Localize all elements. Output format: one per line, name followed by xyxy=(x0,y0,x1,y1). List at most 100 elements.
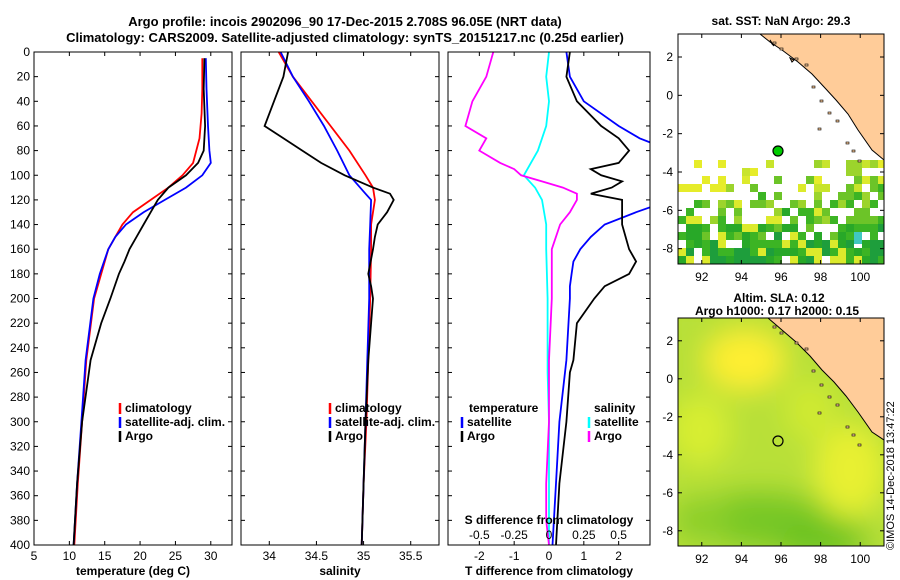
x-tick-label: -2 xyxy=(474,549,485,563)
s-axis-label: S difference from climatology xyxy=(465,513,634,527)
legend-label: Argo xyxy=(125,429,153,443)
legend-label: climatology xyxy=(125,401,192,415)
x-axis-label: temperature (deg C) xyxy=(76,564,190,578)
series-t-argo xyxy=(555,52,638,545)
map-x-tick-label: 100 xyxy=(850,552,870,566)
y-tick-label: 60 xyxy=(17,119,31,133)
sst-map-title: sat. SST: NaN Argo: 29.3 xyxy=(712,14,851,28)
y-tick-label: 40 xyxy=(17,94,31,108)
x-tick-label: 2 xyxy=(615,549,622,563)
map-y-tick-label: 0 xyxy=(666,88,673,102)
x-axis-label: salinity xyxy=(319,564,361,578)
title-line-1: Argo profile: incois 2902096_90 17-Dec-2… xyxy=(128,14,562,29)
plot-frame xyxy=(240,51,440,546)
islands-sla xyxy=(772,325,862,447)
y-tick-label: 140 xyxy=(10,218,30,232)
x-tick-label: 35 xyxy=(357,549,371,563)
y-tick-label: 160 xyxy=(10,242,30,256)
map-y-tick-label: -2 xyxy=(662,127,673,141)
x-tick-label: 1 xyxy=(580,549,587,563)
legend-label: satellite-adj. clim. xyxy=(335,415,435,429)
map-x-tick-label: 98 xyxy=(814,270,828,284)
x-tick-label: 10 xyxy=(63,549,77,563)
series-argo xyxy=(263,52,395,545)
y-tick-label: 200 xyxy=(10,292,30,306)
s-tick-label: -0.25 xyxy=(500,528,528,542)
y-tick-label: 80 xyxy=(17,144,31,158)
x-tick-label: 20 xyxy=(133,549,147,563)
title-line-2: Climatology: CARS2009. Satellite-adjuste… xyxy=(66,30,624,45)
legend-label: climatology xyxy=(335,401,402,415)
map-y-tick-label: -4 xyxy=(662,448,673,462)
x-tick-label: 30 xyxy=(204,549,218,563)
sst-map: sat. SST: NaN Argo: 29.3 92 94 96 98 100 2 0 -2… xyxy=(662,14,885,284)
credit-text: ©IMOS 14-Dec-2018 13:47:22 xyxy=(885,401,897,550)
legend-title-temperature: temperature xyxy=(469,401,539,415)
map-y-tick-label: -6 xyxy=(662,486,673,500)
map-y-tick-label: -2 xyxy=(662,410,673,424)
y-tick-label: 280 xyxy=(10,390,30,404)
difference-panel: -2 -1 0 1 2T difference from climatology temp… xyxy=(447,51,651,578)
series-t-satellite xyxy=(551,52,650,545)
x-tick-label: 25 xyxy=(169,549,183,563)
map-y-tick-label: -8 xyxy=(662,242,673,256)
legend-label: satellite xyxy=(467,415,512,429)
salinity-panel: 34 34.5 35 35.5 salinity climatologysatellite… xyxy=(240,51,440,578)
series-satellite-adj-clim- xyxy=(72,58,212,545)
plot-frame xyxy=(447,51,651,546)
sla-map: Altim. SLA: 0.12 Argo h1000: 0.17 h2000:… xyxy=(662,291,885,566)
map-x-tick-label: 96 xyxy=(774,270,788,284)
sla-argo-marker xyxy=(772,435,784,447)
y-tick-label: 400 xyxy=(10,538,30,552)
s-tick-label: 0.5 xyxy=(610,528,627,542)
legend-label: Argo xyxy=(335,429,363,443)
legend-label: Argo xyxy=(594,429,622,443)
y-tick-label: 240 xyxy=(10,341,30,355)
x-axis-label: T difference from climatology xyxy=(465,564,633,578)
temperature-panel: 5 10 15 20 25 3002040608010012014016018020022… xyxy=(10,45,233,578)
y-tick-label: 340 xyxy=(10,464,30,478)
series-argo xyxy=(72,58,207,545)
sst-argo-marker xyxy=(772,145,784,157)
map-x-tick-label: 94 xyxy=(735,552,749,566)
legend-label: satellite-adj. clim. xyxy=(125,415,225,429)
x-tick-label: -1 xyxy=(509,549,520,563)
map-x-tick-label: 92 xyxy=(695,270,709,284)
map-y-tick-label: 2 xyxy=(666,50,673,64)
sla-map-title-2: Argo h1000: 0.17 h2000: 0.15 xyxy=(695,304,859,318)
map-x-tick-label: 96 xyxy=(774,552,788,566)
map-y-tick-label: 2 xyxy=(666,334,673,348)
series-s-argo xyxy=(464,52,578,545)
y-tick-label: 100 xyxy=(10,168,30,182)
map-y-tick-label: -6 xyxy=(662,203,673,217)
s-tick-label: 0 xyxy=(546,528,553,542)
map-x-tick-label: 98 xyxy=(814,552,828,566)
y-tick-label: 180 xyxy=(10,267,30,281)
y-tick-label: 220 xyxy=(10,316,30,330)
x-tick-label: 34.5 xyxy=(305,549,329,563)
y-tick-label: 260 xyxy=(10,365,30,379)
map-x-tick-label: 94 xyxy=(735,270,749,284)
s-tick-label: 0.25 xyxy=(572,528,596,542)
map-x-tick-label: 92 xyxy=(695,552,709,566)
y-tick-label: 120 xyxy=(10,193,30,207)
y-tick-label: 380 xyxy=(10,513,30,527)
legend-label: satellite xyxy=(594,415,639,429)
map-y-tick-label: -4 xyxy=(662,165,673,179)
islands-sst xyxy=(772,41,862,163)
x-tick-label: 0 xyxy=(546,549,553,563)
y-tick-label: 0 xyxy=(23,45,30,59)
legend-label: Argo xyxy=(467,429,495,443)
map-y-tick-label: -8 xyxy=(662,524,673,538)
x-tick-label: 34 xyxy=(263,549,277,563)
y-tick-label: 320 xyxy=(10,439,30,453)
x-tick-label: 5 xyxy=(31,549,38,563)
s-tick-label: -0.5 xyxy=(469,528,490,542)
map-x-tick-label: 100 xyxy=(850,270,870,284)
y-tick-label: 20 xyxy=(17,70,31,84)
x-tick-label: 15 xyxy=(98,549,112,563)
sla-map-title-1: Altim. SLA: 0.12 xyxy=(733,291,825,305)
y-tick-label: 300 xyxy=(10,415,30,429)
y-tick-label: 360 xyxy=(10,489,30,503)
